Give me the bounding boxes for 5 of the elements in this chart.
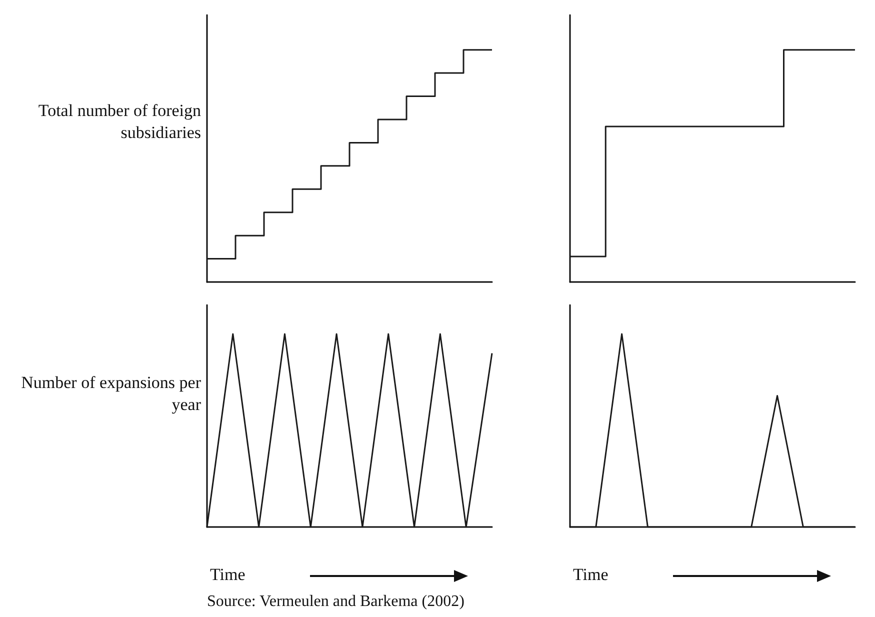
y-axis-title: Number of expansions per year <box>20 372 201 416</box>
x-axis-title: Time <box>210 565 246 585</box>
y-axis-title: Total number of foreign subsidiaries <box>37 100 201 144</box>
source-note: Source: Vermeulen and Barkema (2002) <box>207 593 464 611</box>
x-axis-title: Time <box>573 565 608 585</box>
